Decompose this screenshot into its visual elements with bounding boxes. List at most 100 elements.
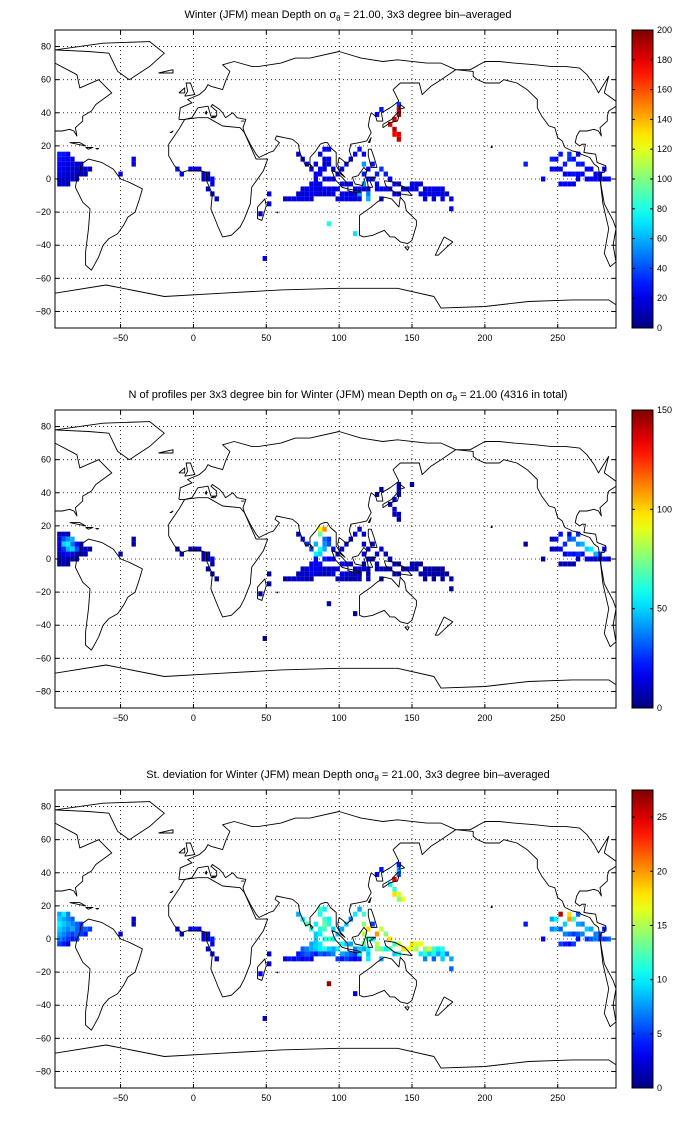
- data-cell: [558, 151, 563, 157]
- data-cell: [304, 956, 310, 962]
- data-cell: [589, 926, 594, 932]
- data-cell: [374, 871, 380, 877]
- data-cell: [57, 536, 62, 542]
- data-cell: [192, 166, 198, 172]
- data-cell: [331, 946, 336, 952]
- data-cell: [379, 546, 384, 552]
- data-cell: [326, 951, 332, 957]
- data-cell: [318, 926, 323, 932]
- data-cell: [422, 566, 428, 572]
- data-cell: [352, 956, 358, 962]
- data-cell: [379, 946, 384, 952]
- y-tick-label: −20: [36, 967, 51, 977]
- data-cell: [414, 566, 419, 572]
- data-cell: [322, 526, 327, 532]
- data-cell: [436, 951, 441, 957]
- data-cell: [318, 911, 323, 917]
- data-cell: [335, 946, 340, 952]
- data-cell: [326, 536, 332, 542]
- coastline: [55, 284, 616, 328]
- data-cell: [318, 526, 323, 532]
- data-cell: [87, 546, 93, 552]
- coastline: [382, 870, 401, 889]
- data-cell: [70, 166, 75, 172]
- data-cell: [562, 171, 568, 177]
- data-cell: [409, 941, 415, 947]
- data-cell: [449, 586, 454, 592]
- data-cell: [74, 926, 80, 932]
- data-cell: [396, 516, 402, 522]
- data-cell: [567, 931, 572, 937]
- data-cell: [440, 956, 445, 962]
- data-cell: [366, 191, 371, 197]
- chart-title: St. deviation for Winter (JFM) mean Dept…: [146, 769, 550, 783]
- data-cell: [567, 916, 572, 922]
- data-cell: [575, 541, 581, 547]
- data-cell: [352, 566, 358, 572]
- data-cell: [318, 946, 323, 952]
- data-cell: [580, 931, 585, 937]
- data-cell: [205, 551, 211, 557]
- data-cell: [422, 956, 428, 962]
- data-cell: [304, 921, 310, 927]
- coastline: [55, 41, 165, 81]
- data-cell: [344, 191, 349, 197]
- data-cell: [562, 931, 568, 937]
- data-cell: [348, 576, 353, 582]
- data-cell: [65, 166, 71, 172]
- data-cell: [205, 186, 211, 192]
- data-cell: [61, 921, 66, 927]
- coastline: [85, 907, 94, 910]
- data-cell: [188, 166, 193, 172]
- coastline: [398, 864, 406, 870]
- coastline: [359, 196, 417, 245]
- data-cell: [593, 171, 598, 177]
- data-cell: [396, 136, 402, 142]
- data-cell: [401, 946, 406, 952]
- y-tick-label: 0: [46, 554, 51, 564]
- data-cell: [296, 956, 301, 962]
- data-cell: [352, 611, 358, 617]
- data-cell: [300, 576, 305, 582]
- data-cell: [309, 951, 314, 957]
- data-cell: [387, 881, 393, 887]
- data-cell: [357, 526, 362, 532]
- colorbar-tick-label: 10: [657, 975, 667, 985]
- data-cell: [313, 946, 319, 952]
- data-cell: [65, 151, 71, 157]
- coastline: [331, 930, 349, 950]
- x-tick-label: 0: [191, 333, 196, 343]
- data-cell: [361, 531, 367, 537]
- coastline: [455, 821, 616, 1028]
- data-cell: [580, 551, 585, 557]
- map-chart: St. deviation for Winter (JFM) mean Dept…: [36, 769, 667, 1103]
- data-cell: [179, 931, 184, 937]
- data-cell: [361, 541, 367, 547]
- data-cell: [192, 926, 198, 932]
- data-cell: [70, 921, 75, 927]
- data-cell: [431, 576, 437, 582]
- data-cell: [309, 941, 314, 947]
- colorbar-tick-label: 200: [657, 25, 672, 35]
- data-cell: [396, 871, 402, 877]
- coastline: [455, 441, 616, 648]
- colorbar-tick-label: 60: [657, 234, 667, 244]
- data-cell: [287, 956, 292, 962]
- data-cell: [65, 546, 71, 552]
- data-cell: [549, 156, 555, 162]
- coastline: [85, 527, 94, 530]
- data-cell: [427, 566, 432, 572]
- colorbar: [631, 29, 654, 329]
- data-cell: [431, 946, 437, 952]
- data-cell: [322, 161, 327, 167]
- data-cell: [331, 556, 336, 562]
- data-cell: [352, 911, 358, 917]
- data-cell: [65, 541, 71, 547]
- data-cell: [571, 171, 576, 177]
- data-cell: [318, 546, 323, 552]
- data-cell: [567, 156, 572, 162]
- coastline: [169, 890, 174, 894]
- panel-std-deviation: St. deviation for Winter (JFM) mean Dept…: [0, 760, 696, 1130]
- data-cell: [65, 551, 71, 557]
- data-cell: [361, 566, 367, 572]
